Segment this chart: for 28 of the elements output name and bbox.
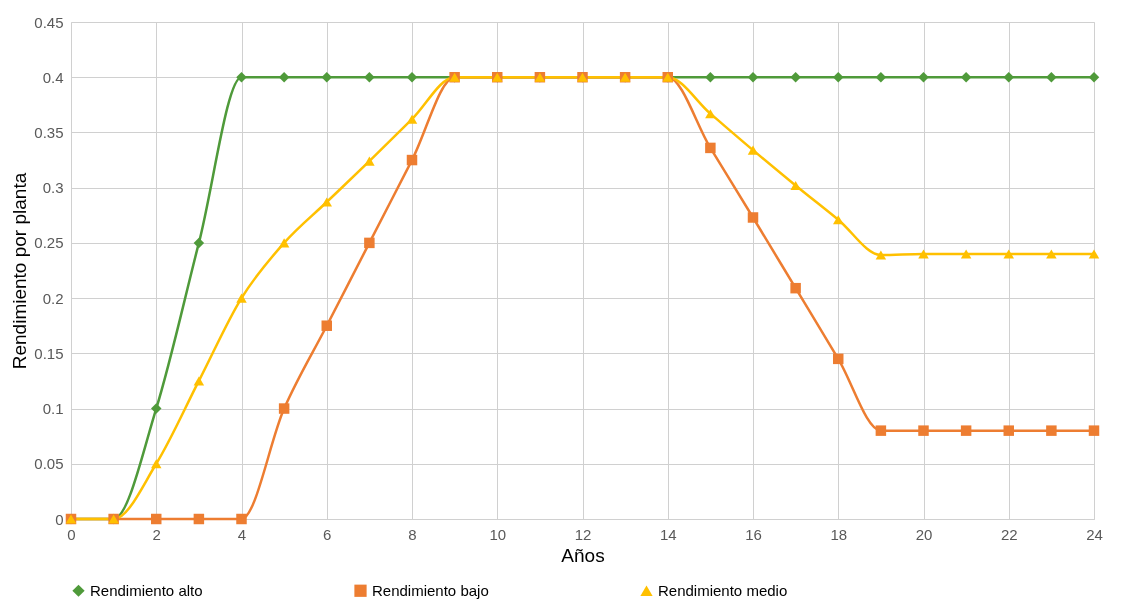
legend-label: Rendimiento alto bbox=[90, 581, 203, 599]
legend-label: Rendimiento bajo bbox=[372, 581, 489, 599]
x-tick-label: 18 bbox=[830, 525, 848, 543]
x-tick-label: 4 bbox=[237, 525, 247, 543]
y-tick-label: 0 bbox=[55, 510, 64, 528]
y-tick-label: 0.05 bbox=[34, 455, 64, 473]
y-tick-label: 0.4 bbox=[42, 68, 64, 86]
x-tick-label: 12 bbox=[574, 525, 592, 543]
x-tick-label: 14 bbox=[659, 525, 677, 543]
x-tick-label: 20 bbox=[915, 525, 933, 543]
x-tick-label: 24 bbox=[1086, 525, 1103, 543]
x-tick-label: 10 bbox=[489, 525, 507, 543]
x-tick-label: 2 bbox=[152, 525, 161, 543]
x-tick-label: 6 bbox=[323, 525, 332, 543]
x-tick-label: 16 bbox=[745, 525, 762, 543]
x-tick-label: 22 bbox=[1000, 525, 1018, 543]
x-tick-label: 0 bbox=[67, 525, 76, 543]
y-tick-label: 0.25 bbox=[34, 234, 64, 252]
y-tick-label: 0.15 bbox=[34, 344, 64, 362]
y-tick-label: 0.35 bbox=[34, 123, 64, 141]
y-tick-label: 0.3 bbox=[42, 179, 64, 197]
x-tick-label: 8 bbox=[408, 525, 417, 543]
y-tick-label: 0.2 bbox=[42, 289, 64, 307]
y-axis-title: Rendimiento por planta bbox=[9, 172, 31, 370]
x-axis-title: Años bbox=[561, 544, 605, 566]
y-tick-label: 0.1 bbox=[42, 400, 64, 418]
y-tick-label: 0.45 bbox=[34, 13, 64, 31]
legend-label: Rendimiento medio bbox=[658, 581, 788, 599]
